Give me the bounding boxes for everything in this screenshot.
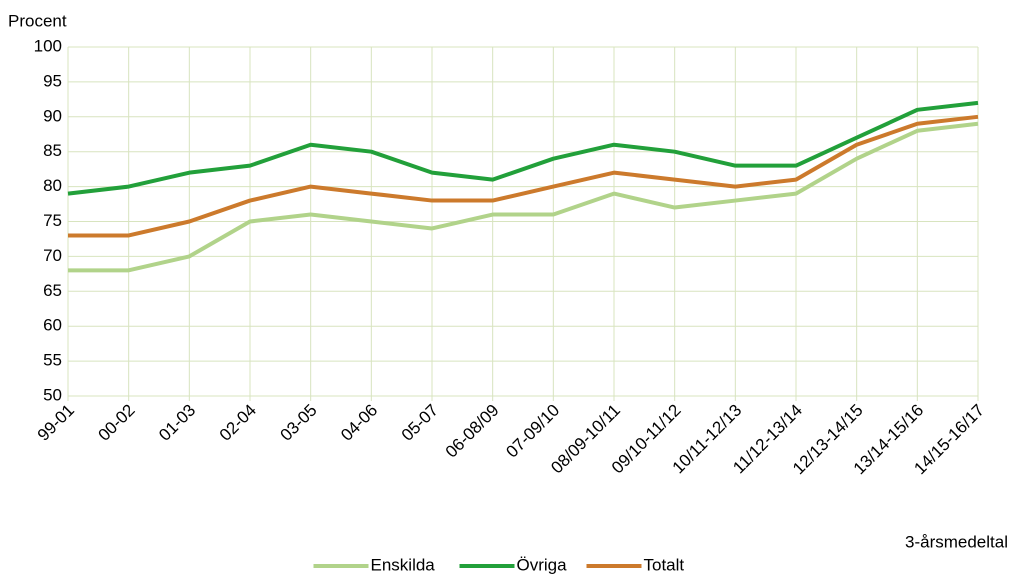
legend-label: Enskilda	[371, 555, 436, 574]
x-axis-label: 3-årsmedeltal	[905, 532, 1008, 551]
x-tick-label: 00-02	[94, 401, 138, 445]
y-tick-label: 50	[43, 385, 62, 404]
y-tick-label: 80	[43, 176, 62, 195]
x-tick-label: 03-05	[276, 401, 320, 445]
x-tick-label: 01-03	[155, 401, 199, 445]
y-tick-label: 75	[43, 211, 62, 230]
y-tick-label: 65	[43, 281, 62, 300]
x-tick-label: 05-07	[398, 401, 442, 445]
x-tick-label: 02-04	[216, 401, 260, 445]
x-tick-label: 06-08/09	[442, 401, 503, 462]
y-tick-label: 90	[43, 106, 62, 125]
y-tick-label: 100	[34, 36, 62, 55]
y-tick-label: 60	[43, 316, 62, 335]
x-tick-label: 04-06	[337, 401, 381, 445]
y-tick-label: 95	[43, 71, 62, 90]
x-tick-label: 07-09/10	[502, 401, 563, 462]
y-tick-label: 55	[43, 351, 62, 370]
line-series	[68, 114, 979, 238]
y-tick-label: 85	[43, 141, 62, 160]
line-series	[67, 100, 979, 196]
line-series	[68, 121, 979, 273]
y-axis-label: Procent	[8, 11, 67, 30]
x-tick-label: 99-01	[34, 401, 78, 445]
legend-label: Övriga	[517, 555, 568, 574]
legend-label: Totalt	[644, 555, 685, 574]
y-tick-label: 70	[43, 246, 62, 265]
